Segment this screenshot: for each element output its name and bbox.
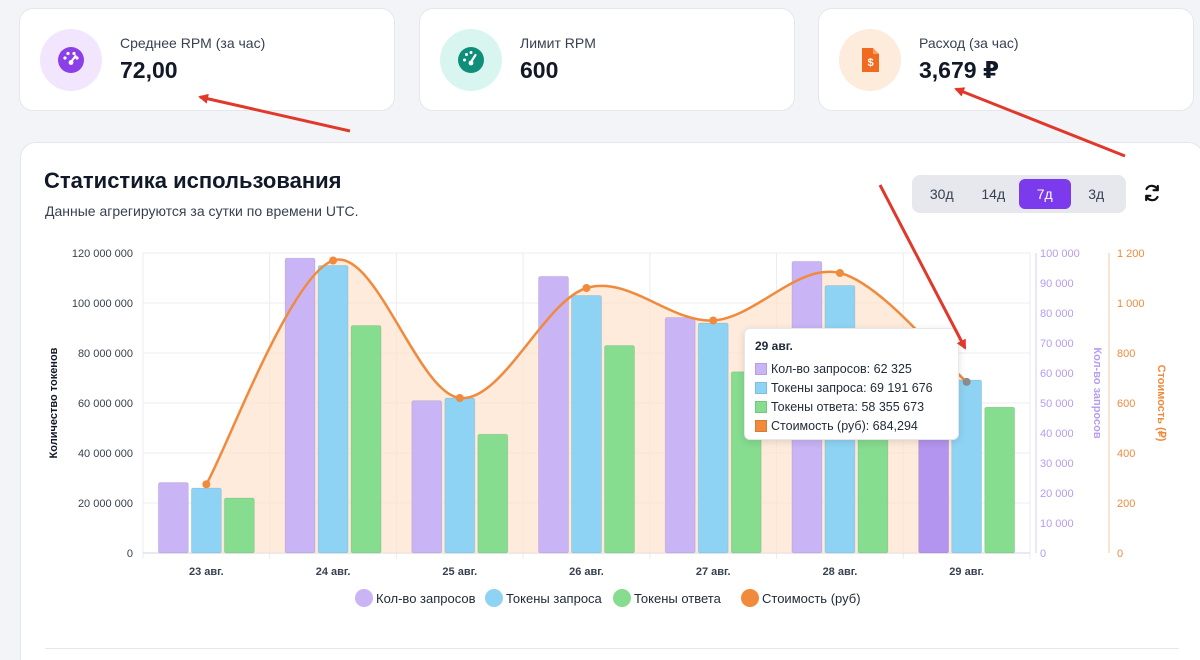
- tooltip-row-label: Токены ответа: 58 355 673: [771, 399, 925, 414]
- x-tick-label: 27 авг.: [696, 566, 731, 578]
- bar: [157, 482, 189, 554]
- y2-tick-label: 90 000: [1040, 278, 1074, 290]
- stat-card-rpm-limit: Лимит RPM 600: [419, 8, 795, 111]
- legend-swatch: [613, 589, 631, 607]
- y-tick-label: 100 000 000: [72, 298, 133, 310]
- tooltip-row: Стоимость (руб): 684,294: [755, 416, 948, 435]
- bar: [538, 275, 569, 554]
- bar: [664, 317, 696, 554]
- gauge-icon: [440, 28, 502, 91]
- x-tick-label: 29 авг.: [949, 566, 984, 578]
- tooltip-row: Кол-во запросов: 62 325: [755, 359, 948, 378]
- panel-divider: [45, 648, 1179, 649]
- bar: [571, 295, 602, 554]
- cost-point: [835, 269, 844, 277]
- y2-tick-label: 20 000: [1040, 488, 1074, 500]
- y-axis-label: Количество токенов: [48, 347, 60, 458]
- legend-label: Токены ответа: [634, 591, 722, 606]
- y3-tick-label: 1 200: [1117, 248, 1145, 260]
- cost-point: [582, 284, 591, 292]
- stat-value: 3,679 ₽: [919, 57, 999, 83]
- refresh-icon[interactable]: [1140, 181, 1164, 205]
- stat-value: 600: [520, 57, 559, 83]
- y-tick-label: 40 000 000: [78, 448, 133, 460]
- range-14d-button[interactable]: 14д: [968, 179, 1020, 209]
- cost-point: [202, 480, 211, 489]
- cost-point: [329, 256, 338, 265]
- y3-tick-label: 0: [1117, 548, 1123, 560]
- bar: [411, 400, 443, 554]
- bar: [190, 487, 222, 554]
- tooltip-row: Токены запроса: 69 191 676: [755, 378, 948, 397]
- y-tick-label: 0: [127, 548, 133, 560]
- bar: [223, 497, 255, 554]
- speedometer-icon: [40, 28, 102, 91]
- y2-tick-label: 30 000: [1040, 458, 1074, 470]
- tooltip-swatch: [755, 381, 767, 394]
- y2-axis-label: Кол-во запросов: [1091, 347, 1103, 438]
- legend-swatch: [355, 589, 373, 607]
- legend-label: Стоимость (руб): [762, 591, 861, 606]
- y2-tick-label: 100 000: [1040, 248, 1080, 260]
- bar: [604, 345, 635, 554]
- x-tick-label: 23 авг.: [189, 566, 224, 578]
- cost-point: [962, 377, 971, 386]
- tooltip-row: Токены ответа: 58 355 673: [755, 397, 948, 416]
- legend-swatch: [485, 589, 503, 607]
- stat-label: Среднее RPM (за час): [120, 35, 266, 51]
- stat-label: Расход (за час): [919, 35, 1019, 51]
- panel-subtitle: Данные агрегируются за сутки по времени …: [45, 203, 359, 219]
- x-tick-label: 24 авг.: [316, 566, 351, 578]
- legend-label: Кол-во запросов: [376, 591, 476, 606]
- bar: [477, 433, 509, 554]
- invoice-icon: $: [839, 28, 901, 91]
- bar: [350, 325, 382, 554]
- x-tick-label: 28 авг.: [823, 566, 858, 578]
- svg-text:$: $: [867, 57, 873, 69]
- y-tick-label: 80 000 000: [78, 348, 133, 360]
- bar: [317, 265, 349, 554]
- x-tick-label: 26 авг.: [569, 566, 604, 578]
- bar: [697, 322, 729, 554]
- tooltip-row-label: Токены запроса: 69 191 676: [771, 380, 933, 395]
- tooltip-swatch: [755, 400, 767, 413]
- tooltip-title: 29 авг.: [755, 339, 793, 353]
- cost-point: [709, 316, 718, 325]
- panel-title: Статистика использования: [44, 168, 342, 193]
- tooltip-row-label: Стоимость (руб): 684,294: [771, 418, 918, 433]
- stat-value: 72,00: [120, 57, 178, 83]
- y2-tick-label: 0: [1040, 548, 1046, 560]
- y3-tick-label: 600: [1117, 398, 1135, 410]
- legend-label: Токены запроса: [506, 591, 603, 606]
- y-tick-label: 120 000 000: [72, 248, 133, 260]
- bar: [444, 397, 476, 554]
- range-3d-button[interactable]: 3д: [1071, 179, 1123, 209]
- y2-tick-label: 40 000: [1040, 428, 1074, 440]
- y3-axis-label: Стоимость (₽): [1155, 365, 1167, 442]
- tooltip-swatch: [755, 362, 767, 375]
- y3-tick-label: 800: [1117, 348, 1135, 360]
- legend-swatch: [741, 589, 759, 607]
- stat-label: Лимит RPM: [520, 35, 596, 51]
- y2-tick-label: 80 000: [1040, 308, 1074, 320]
- stat-card-avg-rpm: Среднее RPM (за час) 72,00: [19, 8, 395, 111]
- cost-point: [455, 394, 464, 402]
- y2-tick-label: 60 000: [1040, 368, 1074, 380]
- y2-tick-label: 50 000: [1040, 398, 1074, 410]
- y3-tick-label: 200: [1117, 498, 1135, 510]
- chart-tooltip: 29 авг. Кол-во запросов: 62 325 Токены з…: [744, 328, 959, 440]
- bar: [984, 406, 1016, 554]
- y2-tick-label: 10 000: [1040, 518, 1074, 530]
- bar: [284, 257, 316, 554]
- tooltip-row-label: Кол-во запросов: 62 325: [771, 361, 912, 376]
- y3-tick-label: 1 000: [1117, 298, 1145, 310]
- range-7d-button[interactable]: 7д: [1019, 179, 1071, 209]
- x-tick-label: 25 авг.: [442, 566, 477, 578]
- tooltip-swatch: [755, 419, 767, 432]
- y2-tick-label: 70 000: [1040, 338, 1074, 350]
- y-tick-label: 60 000 000: [78, 398, 133, 410]
- y3-tick-label: 400: [1117, 448, 1135, 460]
- y-tick-label: 20 000 000: [78, 498, 133, 510]
